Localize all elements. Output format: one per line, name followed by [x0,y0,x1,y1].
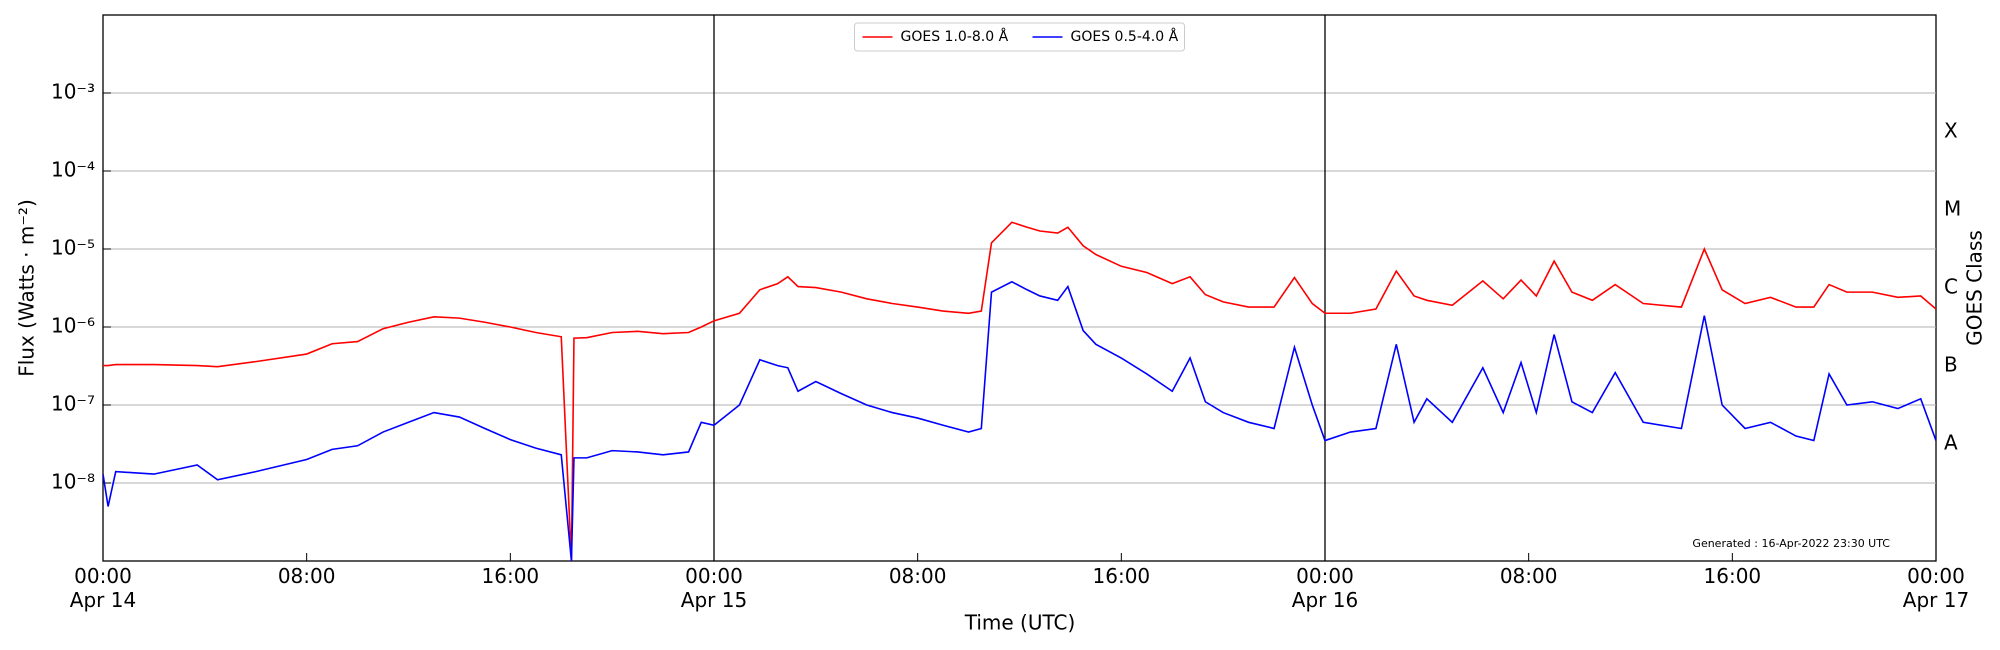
y-tick-label: 10⁻⁶ [51,314,95,338]
y2-tick-label: A [1944,431,1958,455]
x-tick-label: 00:00 Apr 16 [1291,564,1359,612]
y2-tick-label: M [1944,197,1961,221]
x-axis-label: Time (UTC) [964,611,1076,635]
x-tick-label: 16:00 [1703,564,1762,588]
x-tick-label: 00:00 Apr 14 [69,564,137,612]
plot-area [103,221,1936,561]
x-tick-label: 08:00 [277,564,336,588]
y-axis-label: Flux (Watts · m⁻²) [15,199,39,377]
plot-frame [102,14,1937,562]
x-tick-label: 00:00 Apr 15 [680,564,748,612]
annotation: Generated : 16-Apr-2022 23:30 UTC [1692,537,1890,550]
y2-tick-label: X [1944,119,1958,143]
y-tick-label: 10⁻³ [51,80,95,104]
x-tick-label: 08:00 [1499,564,1558,588]
x-tick-label: 16:00 [1092,564,1151,588]
y-tick-label: 10⁻⁵ [51,236,95,260]
x-tick-label: 08:00 [888,564,947,588]
series-line [103,221,1936,561]
legend-box [854,22,1185,52]
y2-axis-label: GOES Class [1963,230,1987,346]
legend-label: GOES 0.5-4.0 Å [1071,28,1179,45]
y-tick-label: 10⁻⁴ [51,158,95,182]
y2-tick-label: B [1944,353,1958,377]
y2-tick-label: C [1944,275,1958,299]
y-tick-label: 10⁻⁷ [51,392,95,416]
x-tick-label: 00:00 Apr 17 [1902,564,1970,612]
series-line [103,280,1936,561]
legend-label: GOES 1.0-8.0 Å [901,28,1009,45]
y-tick-label: 10⁻⁸ [51,470,95,494]
x-tick-label: 16:00 [481,564,540,588]
